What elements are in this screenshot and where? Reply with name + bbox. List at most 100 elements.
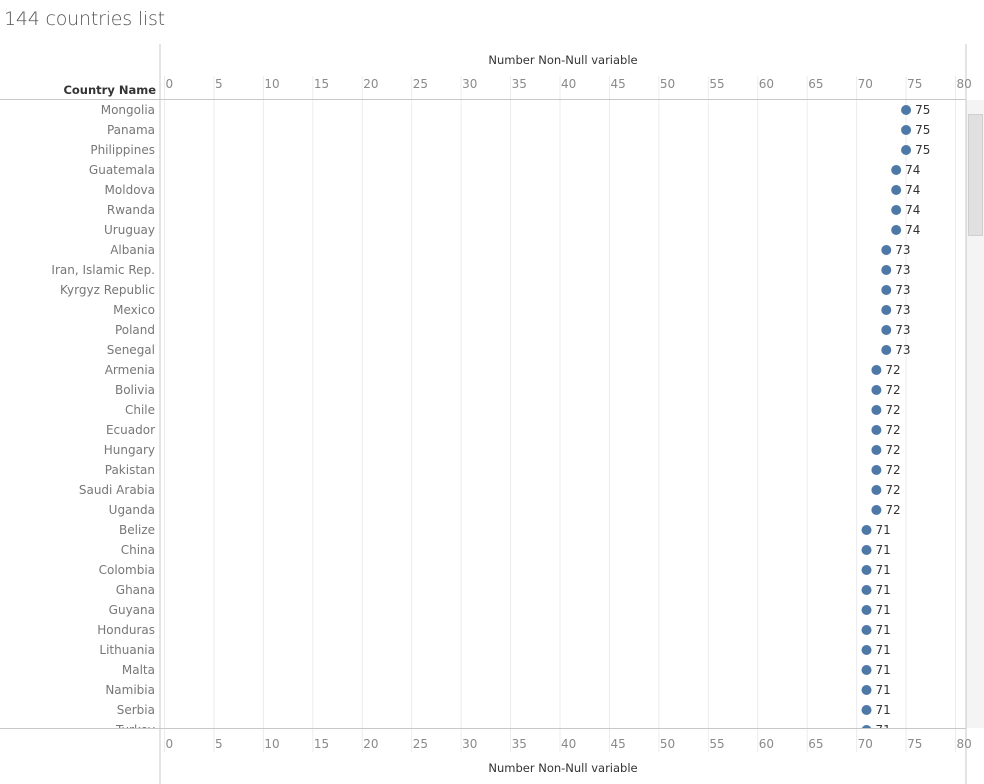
tick-label-top: 25 bbox=[413, 77, 428, 91]
tick-label-top: 50 bbox=[660, 77, 675, 91]
data-point[interactable] bbox=[901, 125, 912, 135]
data-point[interactable] bbox=[891, 165, 902, 175]
country-label: Kyrgyz Republic bbox=[60, 283, 155, 297]
scrollbar-thumb[interactable] bbox=[968, 114, 983, 236]
data-label: 71 bbox=[876, 723, 891, 737]
tick-label-bottom: 60 bbox=[759, 737, 774, 751]
tick-label-bottom: 5 bbox=[215, 737, 223, 751]
tick-label-top: 45 bbox=[610, 77, 625, 91]
tick-label-bottom: 80 bbox=[957, 737, 972, 751]
vertical-scrollbar[interactable] bbox=[966, 100, 984, 728]
country-label: China bbox=[121, 543, 155, 557]
country-label: Malta bbox=[122, 663, 155, 677]
data-label: 73 bbox=[895, 263, 910, 277]
country-label: Pakistan bbox=[105, 463, 155, 477]
data-point[interactable] bbox=[881, 325, 892, 335]
data-label: 72 bbox=[885, 423, 900, 437]
data-label: 71 bbox=[876, 563, 891, 577]
data-label: 71 bbox=[876, 683, 891, 697]
data-point[interactable] bbox=[871, 465, 882, 475]
data-point[interactable] bbox=[881, 285, 892, 295]
data-label: 73 bbox=[895, 343, 910, 357]
tick-label-top: 15 bbox=[314, 77, 329, 91]
country-label: Armenia bbox=[105, 363, 155, 377]
country-label: Honduras bbox=[97, 623, 155, 637]
country-label: Mongolia bbox=[101, 103, 155, 117]
data-point[interactable] bbox=[871, 445, 882, 455]
data-point[interactable] bbox=[891, 185, 902, 195]
data-label: 73 bbox=[895, 303, 910, 317]
tick-label-top: 10 bbox=[264, 77, 279, 91]
data-label: 72 bbox=[885, 363, 900, 377]
data-label: 71 bbox=[876, 663, 891, 677]
tick-label-bottom: 30 bbox=[462, 737, 477, 751]
tick-label-top: 30 bbox=[462, 77, 477, 91]
data-point[interactable] bbox=[871, 385, 882, 395]
data-point[interactable] bbox=[881, 245, 892, 255]
data-label: 74 bbox=[905, 203, 920, 217]
data-point[interactable] bbox=[891, 225, 902, 235]
x-axis-title-top: Number Non-Null variable bbox=[488, 53, 638, 67]
data-point[interactable] bbox=[901, 105, 912, 115]
tick-label-top: 35 bbox=[512, 77, 527, 91]
country-label: Lithuania bbox=[99, 643, 155, 657]
data-point[interactable] bbox=[871, 505, 882, 515]
tick-label-top: 65 bbox=[808, 77, 823, 91]
data-label: 72 bbox=[885, 463, 900, 477]
tick-label-top: 70 bbox=[858, 77, 873, 91]
data-label: 74 bbox=[905, 223, 920, 237]
data-point[interactable] bbox=[881, 265, 892, 275]
country-label: Ecuador bbox=[106, 423, 155, 437]
data-point[interactable] bbox=[881, 345, 892, 355]
tick-label-bottom: 0 bbox=[166, 737, 174, 751]
tick-label-top: 5 bbox=[215, 77, 223, 91]
country-label: Senegal bbox=[107, 343, 155, 357]
data-point[interactable] bbox=[861, 685, 872, 695]
data-point[interactable] bbox=[871, 405, 882, 415]
data-label: 75 bbox=[915, 123, 930, 137]
data-point[interactable] bbox=[861, 525, 872, 535]
data-point[interactable] bbox=[861, 705, 872, 715]
country-label: Colombia bbox=[99, 563, 155, 577]
country-label: Moldova bbox=[105, 183, 155, 197]
country-label: Albania bbox=[110, 243, 155, 257]
data-label: 74 bbox=[905, 183, 920, 197]
tick-label-bottom: 70 bbox=[858, 737, 873, 751]
country-label: Guyana bbox=[109, 603, 155, 617]
data-label: 71 bbox=[876, 703, 891, 717]
data-point[interactable] bbox=[871, 425, 882, 435]
data-point[interactable] bbox=[881, 305, 892, 315]
tick-label-bottom: 50 bbox=[660, 737, 675, 751]
x-axis-title-bottom: Number Non-Null variable bbox=[488, 761, 638, 775]
tick-label-bottom: 10 bbox=[264, 737, 279, 751]
data-label: 74 bbox=[905, 163, 920, 177]
data-point[interactable] bbox=[891, 205, 902, 215]
data-point[interactable] bbox=[861, 545, 872, 555]
data-point[interactable] bbox=[861, 645, 872, 655]
country-label: Turkey bbox=[115, 723, 155, 737]
data-point[interactable] bbox=[871, 365, 882, 375]
country-label: Saudi Arabia bbox=[79, 483, 155, 497]
data-point[interactable] bbox=[861, 565, 872, 575]
country-label: Panama bbox=[107, 123, 155, 137]
data-label: 72 bbox=[885, 383, 900, 397]
data-label: 72 bbox=[885, 483, 900, 497]
data-label: 72 bbox=[885, 443, 900, 457]
data-label: 71 bbox=[876, 523, 891, 537]
row-header: Country Name bbox=[63, 83, 156, 97]
rows-group: Mongolia 75 Panama 75 Philippines 75 Guatemala… bbox=[51, 103, 930, 737]
data-point[interactable] bbox=[861, 725, 872, 735]
data-point[interactable] bbox=[871, 485, 882, 495]
country-label: Guatemala bbox=[89, 163, 155, 177]
data-point[interactable] bbox=[901, 145, 912, 155]
data-point[interactable] bbox=[861, 605, 872, 615]
data-label: 72 bbox=[885, 403, 900, 417]
tick-label-top: 20 bbox=[363, 77, 378, 91]
tick-label-bottom: 65 bbox=[808, 737, 823, 751]
data-point[interactable] bbox=[861, 665, 872, 675]
country-label: Poland bbox=[115, 323, 155, 337]
country-label: Ghana bbox=[116, 583, 155, 597]
data-point[interactable] bbox=[861, 585, 872, 595]
data-point[interactable] bbox=[861, 625, 872, 635]
